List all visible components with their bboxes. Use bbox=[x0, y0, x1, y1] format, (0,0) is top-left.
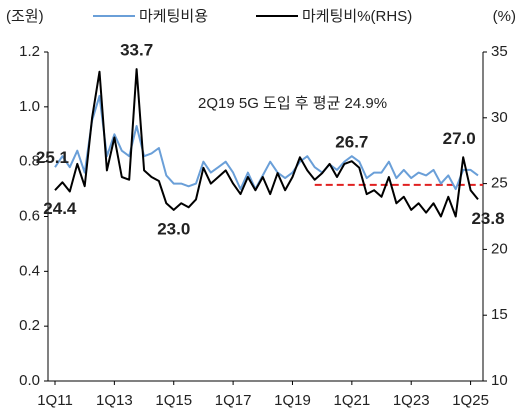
data-label: 25.1 bbox=[36, 148, 69, 167]
y2-tick-label: 35 bbox=[491, 43, 508, 60]
y2-unit: (%) bbox=[493, 8, 516, 25]
y2-tick-label: 25 bbox=[491, 175, 508, 192]
y-tick-label: 1.2 bbox=[19, 43, 40, 60]
data-label: 27.0 bbox=[443, 129, 476, 148]
y-tick-label: 0.6 bbox=[19, 207, 40, 224]
x-tick-label: 1Q23 bbox=[393, 392, 430, 409]
x-tick-label: 1Q25 bbox=[452, 392, 489, 409]
y-tick-label: 0.4 bbox=[19, 262, 40, 279]
x-tick-label: 1Q11 bbox=[37, 392, 73, 409]
y-tick-label: 0.2 bbox=[19, 317, 40, 334]
series-line bbox=[54, 68, 479, 218]
data-label: 23.8 bbox=[471, 209, 504, 228]
annotation: 2Q19 5G 도입 후 평균 24.9% bbox=[198, 95, 387, 112]
series-line bbox=[54, 94, 479, 191]
y2-tick-label: 10 bbox=[491, 372, 508, 389]
x-tick-label: 1Q21 bbox=[333, 392, 370, 409]
legend-label: 마케팅비용 bbox=[139, 8, 208, 25]
y-unit: (조원) bbox=[6, 8, 44, 25]
y2-tick-label: 20 bbox=[491, 240, 508, 257]
data-label: 23.0 bbox=[157, 219, 190, 238]
x-tick-label: 1Q19 bbox=[274, 392, 311, 409]
y-tick-label: 0.8 bbox=[19, 153, 40, 170]
y2-tick-label: 15 bbox=[491, 306, 508, 323]
y2-tick-label: 30 bbox=[491, 109, 508, 126]
y-tick-label: 1.0 bbox=[19, 98, 40, 115]
x-tick-label: 1Q13 bbox=[96, 392, 133, 409]
data-label: 24.4 bbox=[43, 199, 77, 218]
legend-label: 마케팅비%(RHS) bbox=[302, 8, 412, 25]
data-label: 33.7 bbox=[120, 41, 153, 60]
x-tick-label: 1Q15 bbox=[155, 392, 192, 409]
y-tick-label: 0.0 bbox=[19, 372, 40, 389]
x-tick-label: 1Q17 bbox=[215, 392, 252, 409]
data-label: 26.7 bbox=[335, 133, 368, 152]
